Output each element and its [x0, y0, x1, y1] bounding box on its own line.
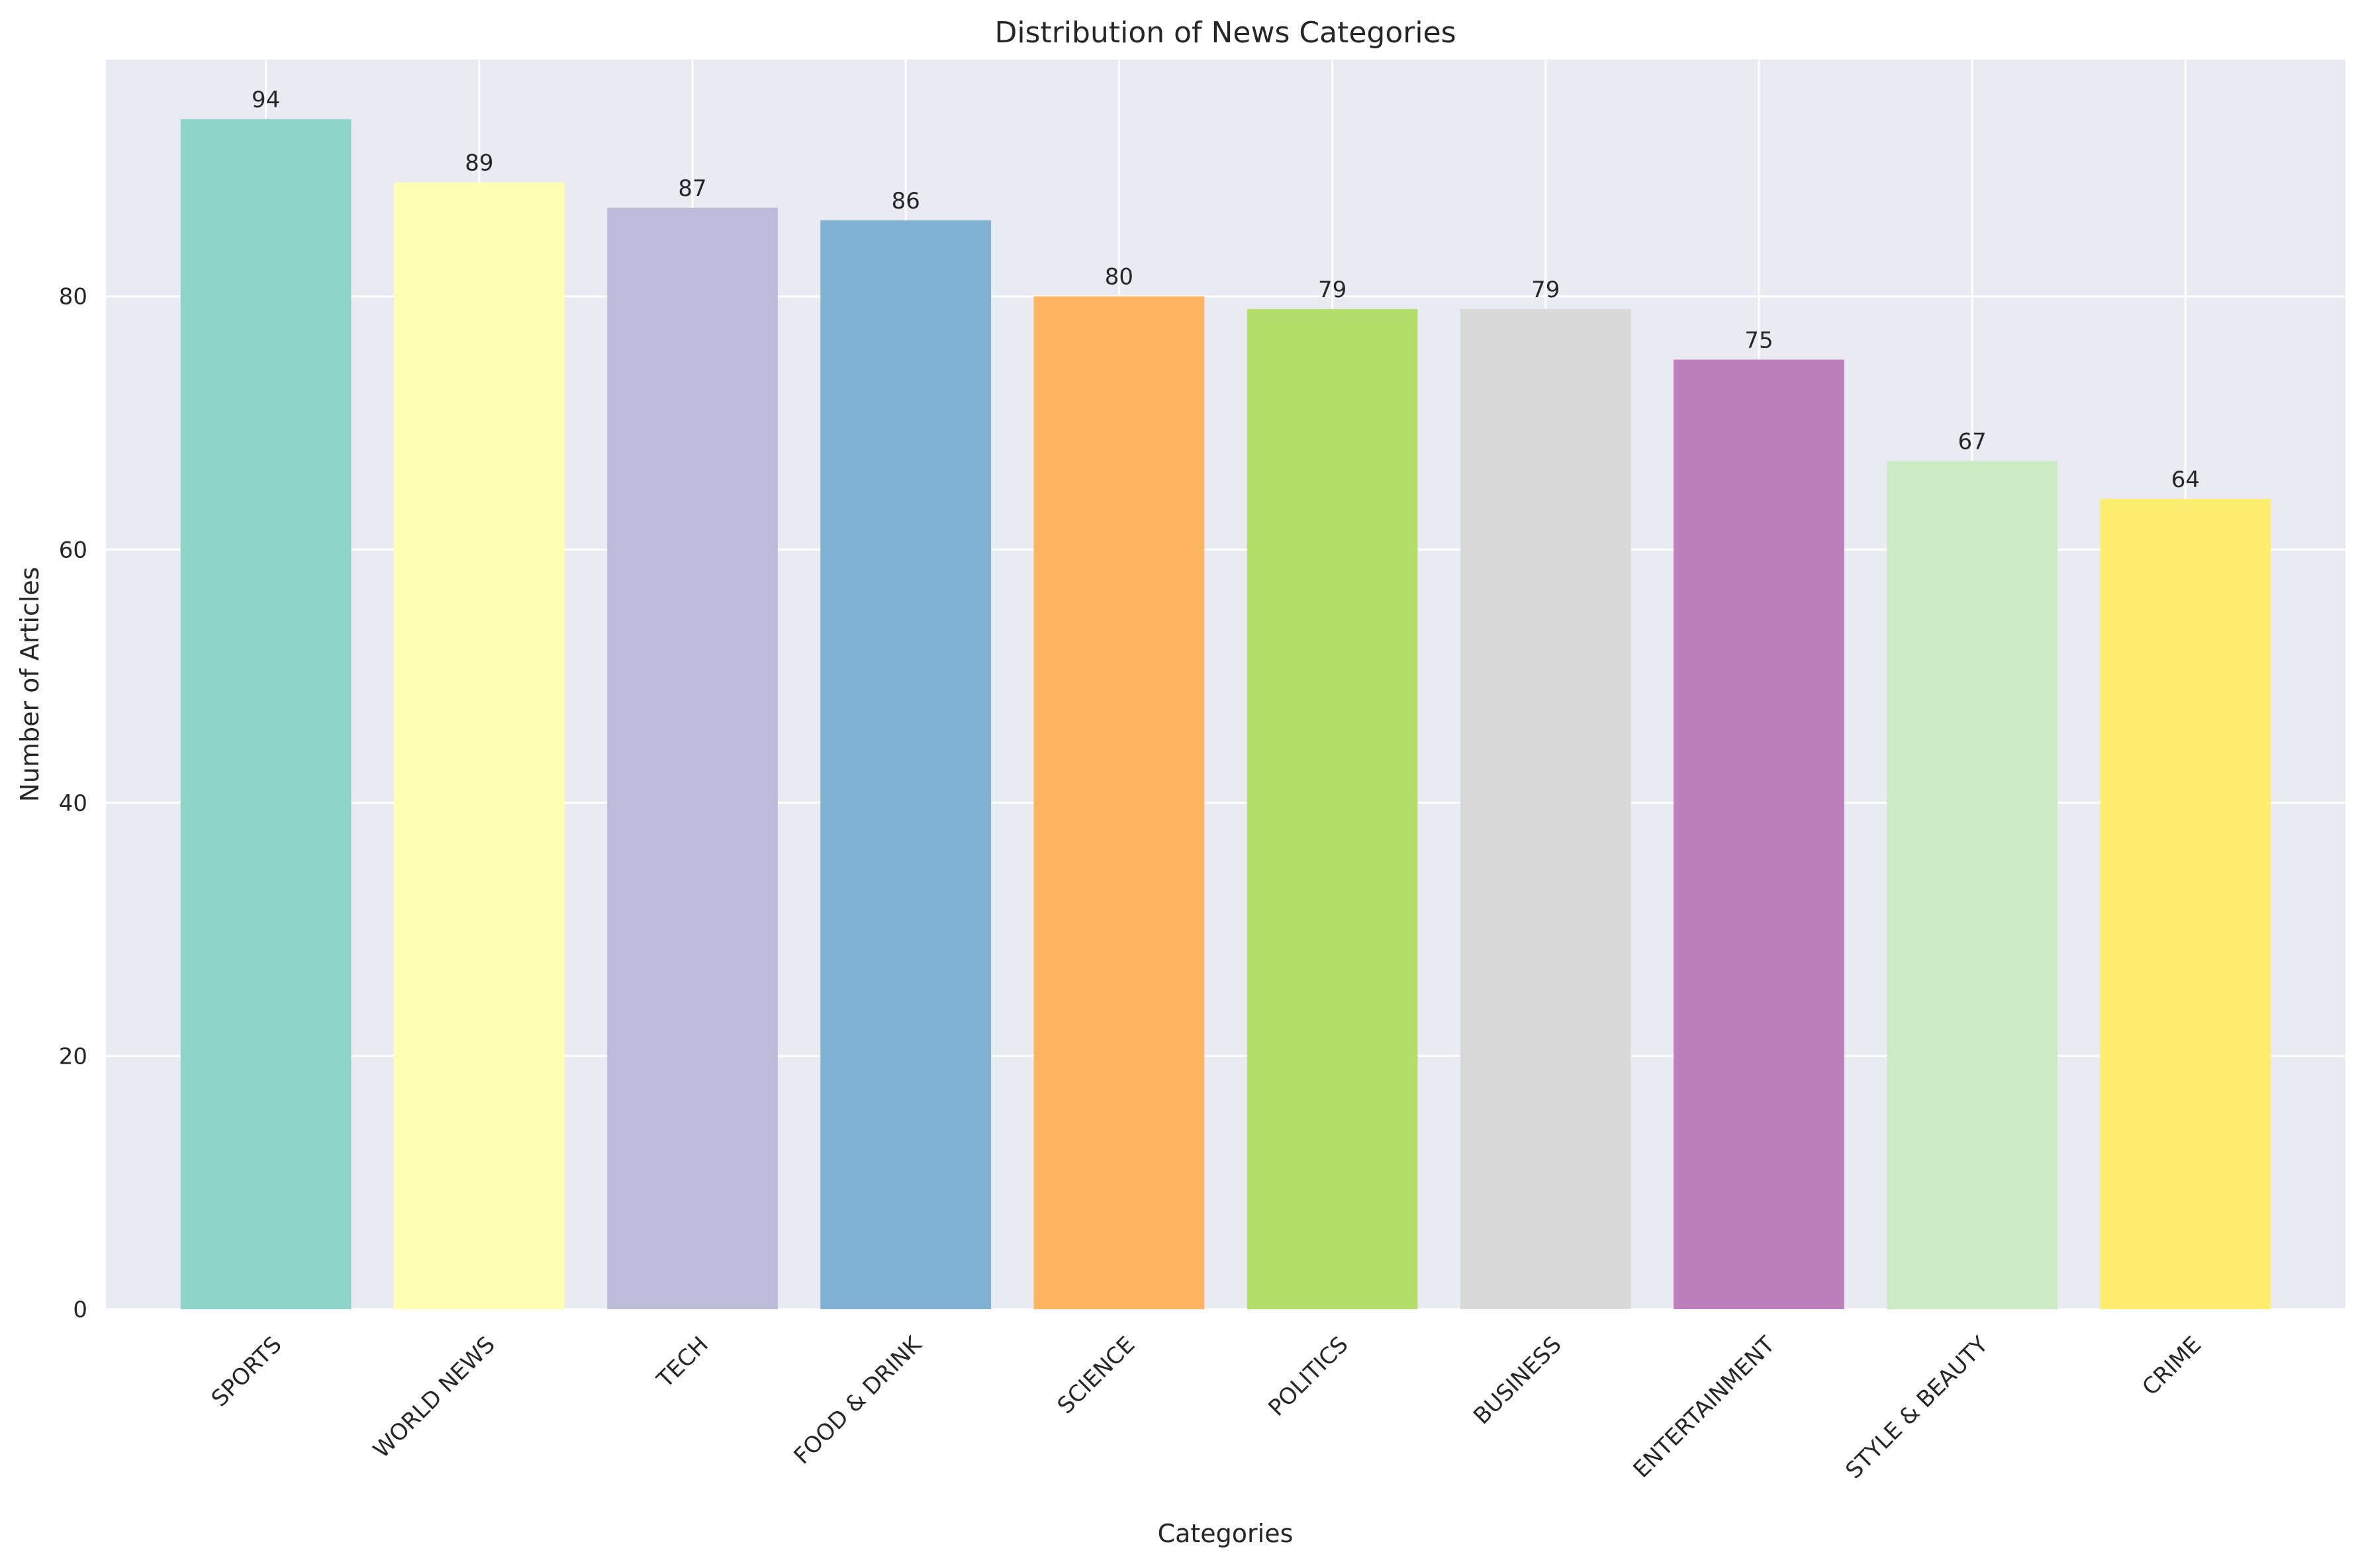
x-tick-label: FOOD & DRINK	[789, 1330, 928, 1469]
y-axis-title: Number of Articles	[15, 567, 44, 802]
bar	[2100, 498, 2271, 1310]
bar-value-labels: 94 89 87 86 80 79 79 75 67 64	[252, 87, 2200, 493]
bar	[820, 220, 992, 1310]
bar-value-label: 79	[1318, 277, 1346, 303]
bar-value-label: 67	[1958, 428, 1987, 455]
bar-value-label: 86	[892, 188, 920, 214]
y-axis-ticks: 0 20 40 60 80	[59, 284, 87, 1323]
bar	[1033, 296, 1205, 1309]
x-tick-label: SCIENCE	[1053, 1332, 1141, 1420]
bar	[1887, 461, 2058, 1309]
bar-value-label: 80	[1105, 264, 1133, 291]
bar	[393, 182, 565, 1310]
chart-title: Distribution of News Categories	[994, 16, 1456, 50]
bar	[607, 207, 778, 1310]
bars	[180, 118, 2271, 1310]
x-tick-label: BUSINESS	[1468, 1332, 1566, 1430]
y-tick-label: 60	[59, 537, 87, 563]
bar	[1674, 359, 1844, 1309]
y-tick-label: 0	[73, 1297, 87, 1323]
x-axis-title: Categories	[1158, 1519, 1294, 1548]
bar	[1247, 308, 1418, 1309]
x-tick-label: POLITICS	[1263, 1332, 1353, 1422]
bar-value-label: 75	[1744, 327, 1773, 353]
x-tick-label: WORLD NEWS	[368, 1332, 500, 1463]
bar-value-label: 87	[678, 175, 706, 202]
x-tick-label: SPORTS	[207, 1332, 287, 1412]
bar-value-label: 79	[1531, 277, 1560, 303]
y-tick-label: 20	[59, 1043, 87, 1070]
bar	[180, 118, 352, 1309]
x-tick-label: STYLE & BEAUTY	[1840, 1331, 1993, 1484]
y-tick-label: 80	[59, 284, 87, 310]
bar-value-label: 94	[252, 87, 280, 113]
x-tick-label: CRIME	[2137, 1332, 2206, 1401]
y-tick-label: 40	[59, 790, 87, 817]
bar-value-label: 89	[465, 150, 493, 177]
x-tick-label: ENTERTAINMENT	[1629, 1331, 1780, 1483]
bar	[1460, 308, 1631, 1309]
x-tick-label: TECH	[651, 1332, 714, 1394]
bar-value-label: 64	[2171, 467, 2200, 493]
x-axis-ticks: SPORTS WORLD NEWS TECH FOOD & DRINK SCIENCE P…	[207, 1330, 2207, 1484]
